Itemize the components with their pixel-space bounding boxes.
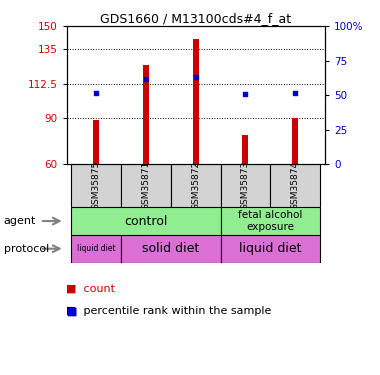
Text: ■  count: ■ count [66,284,116,294]
Bar [71,164,121,207]
Text: GSM35875: GSM35875 [92,161,101,210]
Bar [93,120,99,164]
Point [93,90,99,96]
Text: fetal alcohol
exposure: fetal alcohol exposure [238,210,302,232]
Point [193,74,199,80]
Bar [270,164,320,207]
Title: GDS1660 / M13100cds#4_f_at: GDS1660 / M13100cds#4_f_at [100,12,291,25]
Text: ■: ■ [66,306,77,316]
Bar [71,207,220,235]
Text: control: control [124,214,168,228]
Bar [121,164,171,207]
Bar [121,235,220,262]
Bar [242,135,249,164]
Bar [292,118,298,164]
Bar [220,164,270,207]
Bar [171,164,220,207]
Text: solid diet: solid diet [142,242,200,255]
Text: protocol: protocol [4,244,49,254]
Text: agent: agent [4,216,36,226]
Text: liquid diet: liquid diet [239,242,301,255]
Text: GSM35871: GSM35871 [141,161,150,210]
Bar [220,207,320,235]
Bar [193,39,199,164]
Text: ■  percentile rank within the sample: ■ percentile rank within the sample [66,306,272,316]
Text: GSM35874: GSM35874 [291,161,299,210]
Text: GSM35873: GSM35873 [241,161,250,210]
Bar [220,235,320,262]
Text: liquid diet: liquid diet [77,244,116,253]
Bar [143,64,149,164]
Text: GSM35872: GSM35872 [191,161,200,210]
Point [143,76,149,82]
Point [292,90,298,96]
Point [242,91,249,97]
Bar [71,235,121,262]
